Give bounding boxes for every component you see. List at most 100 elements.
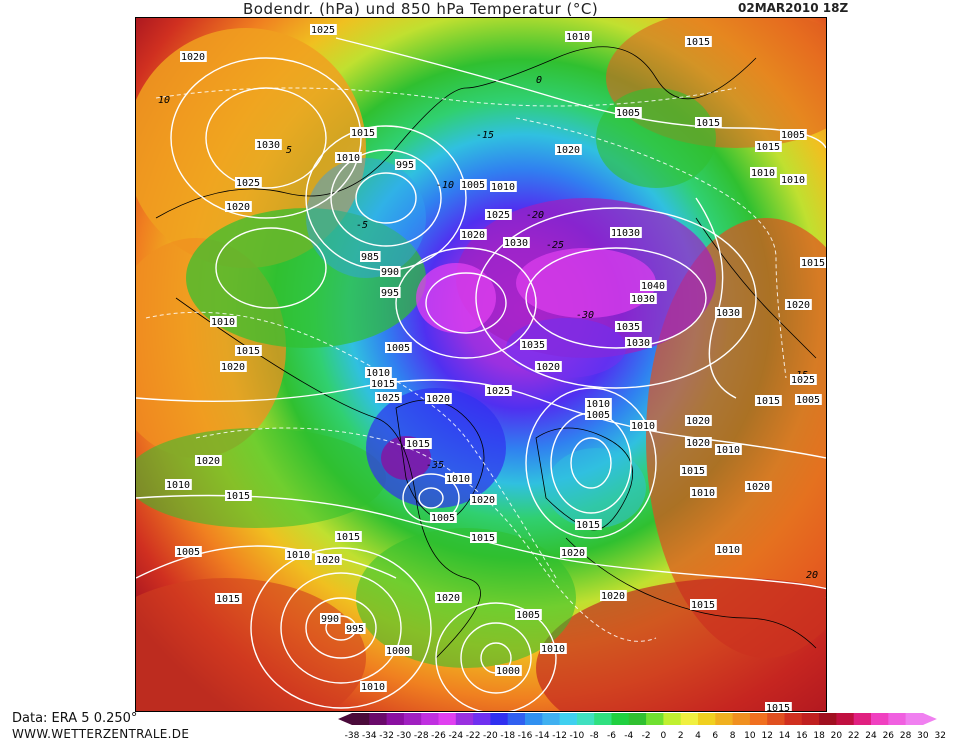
pressure-label: 1010 (211, 317, 235, 328)
pressure-label-box (690, 487, 717, 498)
pressure-label: 1000 (496, 666, 520, 677)
scale-swatch (871, 713, 889, 725)
pressure-label: 1020 (561, 548, 585, 559)
pressure-label-box (745, 481, 772, 492)
pressure-label-box (235, 177, 262, 188)
scale-swatch (507, 713, 526, 725)
scale-tick-label: 16 (796, 731, 808, 741)
scale-swatch (784, 713, 803, 725)
scale-swatch (698, 713, 716, 725)
pressure-label: 1005 (616, 108, 640, 119)
scale-tick-label: -34 (362, 731, 377, 741)
pressure-label-box (585, 398, 612, 409)
isobar-3 (355, 172, 417, 224)
scale-swatch (455, 713, 474, 725)
pressure-label-box (685, 36, 712, 47)
green-region-3 (136, 428, 386, 528)
pressure-label: 1015 (756, 396, 780, 407)
pressure-label-box (715, 444, 742, 455)
pressure-label: 1015 (681, 466, 705, 477)
scale-swatch (801, 713, 820, 725)
pressure-label-box (615, 107, 642, 118)
pressure-label: 1015 (696, 118, 720, 129)
scale-tick-label: 20 (831, 731, 843, 741)
scale-swatch (438, 713, 457, 725)
pressure-label: 990 (381, 267, 399, 278)
isobar-23 (136, 494, 826, 598)
pressure-label: 1015 (801, 258, 825, 269)
isobar-8 (395, 247, 537, 359)
pressure-label-box (235, 345, 262, 356)
scale-tick-label: 14 (779, 731, 791, 741)
scale-tick-label: -24 (448, 731, 463, 741)
isobar-22 (435, 602, 557, 711)
pressure-label: 1015 (576, 520, 600, 531)
pressure-label: 1020 (471, 495, 495, 506)
pressure-label-box (345, 623, 366, 634)
pressure-label: 1030 (716, 308, 740, 319)
cold-core-arctic (516, 248, 656, 318)
pressure-label: 1010 (566, 32, 590, 43)
pressure-label: 1015 (756, 142, 780, 153)
warm-region-east (646, 218, 826, 658)
pressure-label-box (640, 280, 667, 291)
pressure-label-box (715, 544, 742, 555)
temp-label: 20 (806, 570, 818, 581)
scale-tick-label: -14 (535, 731, 550, 741)
isobar-4 (330, 149, 442, 247)
scale-tick-label: -32 (379, 731, 394, 741)
pressure-label: 1025 (791, 375, 815, 386)
isotherm-2 (145, 311, 557, 579)
pressure-label-box (485, 385, 512, 396)
isobar-11 (570, 437, 612, 489)
scale-swatch (819, 713, 837, 725)
scale-tick-label: -30 (397, 731, 412, 741)
scale-swatch (663, 713, 682, 725)
pressure-label: 1015 (351, 128, 375, 139)
pressure-label-box (460, 179, 487, 190)
pressure-label-box (405, 438, 432, 449)
pressure-label-box (560, 547, 587, 558)
pressure-label-box (220, 361, 247, 372)
pressure-label-box (255, 139, 282, 150)
pressure-label: 1015 (471, 533, 495, 544)
weather-map: 10 5 0 -5 -10 -15 -20 -25 15 20 -30 -35 … (135, 17, 827, 712)
pressure-label-box (780, 174, 807, 185)
pressure-label: 1035 (616, 322, 640, 333)
pressure-label: 1010 (541, 644, 565, 655)
pressure-label-box (225, 490, 252, 501)
warm-region-south (536, 578, 826, 711)
pressure-label-box (365, 367, 392, 378)
scale-arrow-left (338, 713, 352, 725)
pressure-label: 1005 (586, 410, 610, 421)
pressure-label-box (210, 316, 237, 327)
pressure-label: 1005 (796, 395, 820, 406)
pressure-label-box (503, 237, 530, 248)
pressure-label-box (490, 181, 517, 192)
pressure-label: 1030 (631, 294, 655, 305)
pressure-label-box (175, 546, 202, 557)
coastline-europe (565, 537, 817, 649)
scale-swatch (611, 713, 630, 725)
pressure-label: 1020 (436, 593, 460, 604)
scale-swatch (525, 713, 543, 725)
pressure-label: 1040 (641, 281, 665, 292)
pressure-label: 1015 (766, 703, 790, 711)
scale-swatch (542, 713, 561, 725)
pressure-label-box (755, 395, 782, 406)
pressure-label: 1030 (616, 228, 640, 239)
pressure-label: 1015 (371, 379, 395, 390)
pressure-label-box (425, 393, 452, 404)
scale-swatch (749, 713, 768, 725)
pressure-label-box (380, 266, 401, 277)
pressure-label: 1020 (461, 230, 485, 241)
pressure-label: 1005 (176, 547, 200, 558)
isobars (136, 37, 826, 711)
scale-swatch (386, 713, 405, 725)
pressure-label: 1020 (426, 394, 450, 405)
isobar-13 (525, 387, 657, 539)
isobar-26 (136, 545, 397, 579)
pressure-label-box (790, 374, 817, 385)
isotherm-1 (155, 87, 737, 107)
scale-tick-label: -28 (414, 731, 429, 741)
